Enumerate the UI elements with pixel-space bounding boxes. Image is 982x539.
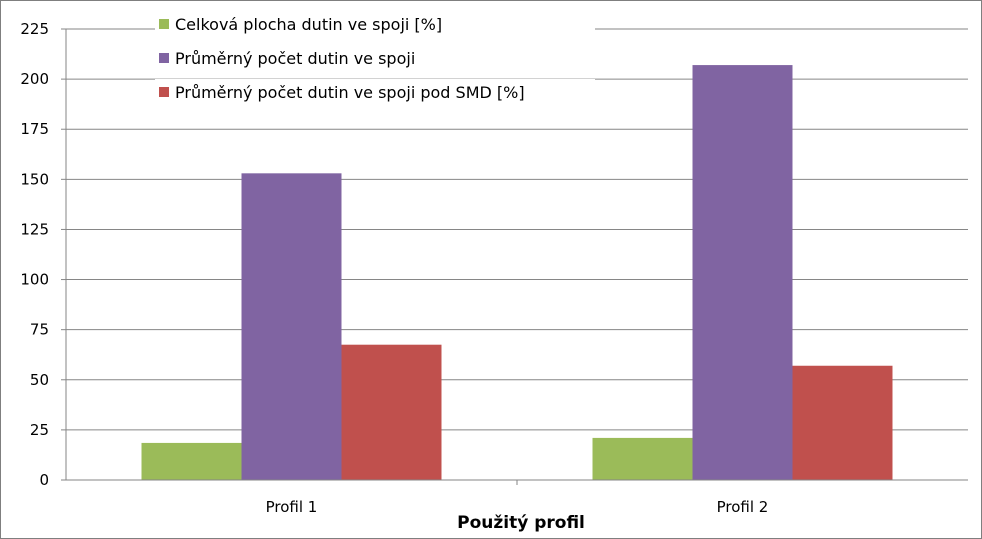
bar-1-1 — [141, 442, 242, 480]
y-tick-label: 150 — [20, 170, 49, 188]
bar-2-1 — [241, 173, 342, 480]
y-tick-label: 225 — [20, 20, 49, 38]
y-tick-label: 200 — [20, 70, 49, 88]
legend-item-bg — [155, 45, 595, 71]
y-tick-label: 0 — [39, 471, 49, 489]
y-tick-label: 125 — [20, 220, 49, 238]
bar-3-1 — [341, 344, 442, 480]
legend-label: Celková plocha dutin ve spoji [%] — [175, 15, 442, 34]
axes: 0 25 50 75 100 125 150 175 200 225 Profil 1 Profil … — [20, 20, 968, 516]
legend-label: Průměrný počet dutin ve spoji — [175, 49, 415, 68]
legend-item-bg — [155, 11, 595, 37]
x-tick-label: Profil 1 — [266, 498, 318, 516]
bar-3-2 — [792, 365, 893, 480]
legend-swatch — [159, 87, 169, 97]
legend-swatch — [159, 53, 169, 63]
y-tick-label: 100 — [20, 271, 49, 289]
bars — [141, 65, 893, 480]
y-tick-label: 50 — [30, 371, 49, 389]
x-axis-title: Použitý profil — [457, 513, 585, 533]
y-tick-label: 75 — [30, 321, 49, 339]
legend-label: Průměrný počet dutin ve spoji pod SMD [%… — [175, 83, 525, 102]
bar-1-2 — [592, 437, 693, 480]
legend: Celková plocha dutin ve spoji [%] Průměrn… — [155, 11, 595, 105]
legend-swatch — [159, 19, 169, 29]
y-tick-label: 25 — [30, 421, 49, 439]
bar-2-2 — [692, 65, 793, 480]
x-tick-label: Profil 2 — [717, 498, 769, 516]
y-tick-label: 175 — [20, 120, 49, 138]
legend-item-bg — [155, 79, 595, 105]
